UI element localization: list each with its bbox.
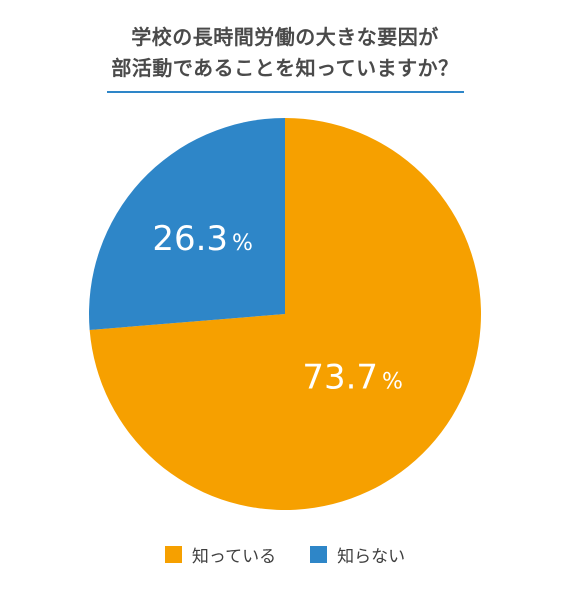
pie-slice-dont-know <box>89 118 285 330</box>
legend-label-dont-know: 知らない <box>337 547 406 567</box>
data-label-know: 73.7% <box>302 357 403 397</box>
legend-item-dont-know: 知らない <box>310 542 405 567</box>
data-label-dont-know: 26.3% <box>152 219 253 259</box>
chart-title: 学校の長時間労働の大きな要因が 部活動であることを知っていますか？ <box>0 22 570 84</box>
legend-swatch-know <box>164 546 182 563</box>
legend-swatch-dont-know <box>310 546 328 563</box>
legend-label-know: 知っている <box>191 547 277 567</box>
chart-title-line-1: 学校の長時間労働の大きな要因が <box>131 25 439 49</box>
pie-slice-know <box>89 118 482 510</box>
chart-title-line-2: 部活動であることを知っていますか？ <box>111 56 459 80</box>
title-underline <box>107 91 464 93</box>
legend-item-know: 知っている <box>164 542 277 567</box>
legend: 知っている 知らない <box>0 542 570 567</box>
